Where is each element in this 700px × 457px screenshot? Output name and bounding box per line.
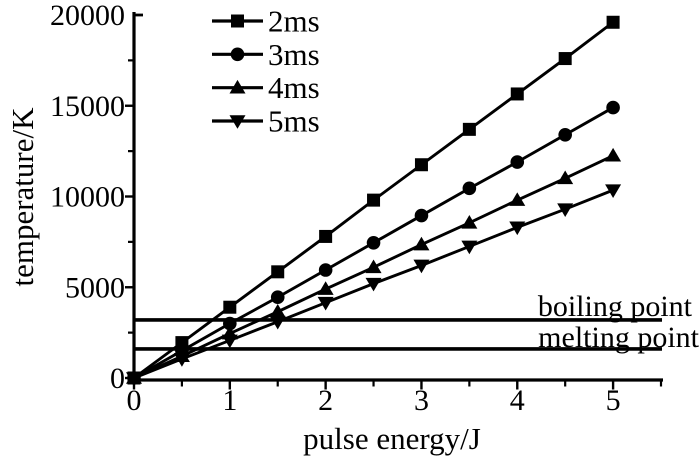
circle-marker	[230, 47, 245, 62]
triangle-up-marker	[413, 236, 430, 251]
x-tick-label: 4	[510, 384, 525, 417]
y-axis-title: temperature/K	[5, 107, 40, 287]
x-tick-label: 3	[414, 384, 429, 417]
triangle-up-marker	[605, 147, 622, 162]
square-marker	[319, 229, 333, 243]
y-tick-label: 20000	[50, 0, 125, 32]
triangle-up-marker	[365, 259, 382, 274]
legend-item-5ms: 5ms	[212, 104, 320, 139]
axis-ticks	[125, 13, 663, 390]
legend-item-3ms: 3ms	[212, 37, 320, 72]
triangle-down-marker	[461, 240, 478, 255]
legend-label: 4ms	[268, 70, 320, 105]
x-tick-label: 1	[222, 384, 237, 417]
circle-marker	[462, 181, 477, 196]
circle-marker	[223, 316, 237, 331]
series-4ms	[126, 147, 622, 384]
square-marker	[367, 193, 381, 207]
square-marker	[414, 158, 428, 172]
triangle-down-marker	[317, 296, 334, 311]
y-tick-label: 0	[110, 362, 125, 395]
square-marker	[271, 265, 285, 279]
x-tick-label: 2	[318, 384, 333, 417]
legend-label: 5ms	[268, 104, 320, 139]
y-tick-label: 15000	[50, 90, 125, 123]
triangle-down-marker	[509, 221, 526, 236]
series-5ms	[126, 184, 622, 386]
triangle-down-marker	[413, 259, 430, 274]
triangle-down-marker	[269, 315, 286, 330]
triangle-up-marker	[557, 170, 574, 185]
triangle-down-marker	[229, 115, 246, 129]
melting-point-label: melting point	[538, 321, 699, 354]
triangle-down-marker	[557, 203, 574, 218]
circle-marker	[366, 235, 381, 250]
boiling-point-label: boiling point	[538, 290, 693, 323]
circle-marker	[414, 208, 429, 223]
x-tick-label: 0	[127, 384, 142, 417]
data-series	[126, 15, 622, 386]
legend-item-4ms: 4ms	[212, 70, 320, 105]
square-marker	[231, 14, 244, 28]
square-marker	[606, 15, 620, 29]
legend-label: 2ms	[268, 4, 320, 39]
circle-marker	[318, 263, 333, 277]
x-tick-label: 5	[606, 384, 621, 417]
triangle-up-marker	[509, 192, 526, 206]
legend-label: 3ms	[268, 37, 320, 72]
triangle-up-marker	[461, 215, 478, 229]
circle-marker	[510, 155, 525, 169]
reference-lines	[134, 318, 662, 351]
triangle-down-marker	[365, 277, 382, 292]
triangle-down-marker	[173, 353, 190, 367]
y-tick-label: 5000	[65, 271, 125, 304]
triangle-down-marker	[605, 184, 622, 198]
triangle-up-marker	[229, 79, 246, 94]
triangle-down-marker	[221, 334, 238, 349]
triangle-up-marker	[317, 281, 334, 295]
square-marker	[510, 87, 524, 101]
square-marker	[558, 52, 572, 66]
axis-tick-labels: 0 1 2 3 4 5 0 5000 10000 15000 20000	[50, 0, 621, 417]
x-axis-title: pulse energy/J	[303, 421, 481, 456]
circle-marker	[558, 127, 572, 142]
circle-marker	[606, 100, 620, 115]
y-tick-label: 10000	[50, 181, 125, 214]
triangle-up-marker	[269, 303, 286, 318]
square-marker	[223, 300, 237, 314]
legend-item-2ms: 2ms	[212, 4, 320, 39]
square-marker	[462, 122, 476, 136]
circle-marker	[270, 290, 285, 305]
triangle-down-marker	[126, 372, 142, 386]
